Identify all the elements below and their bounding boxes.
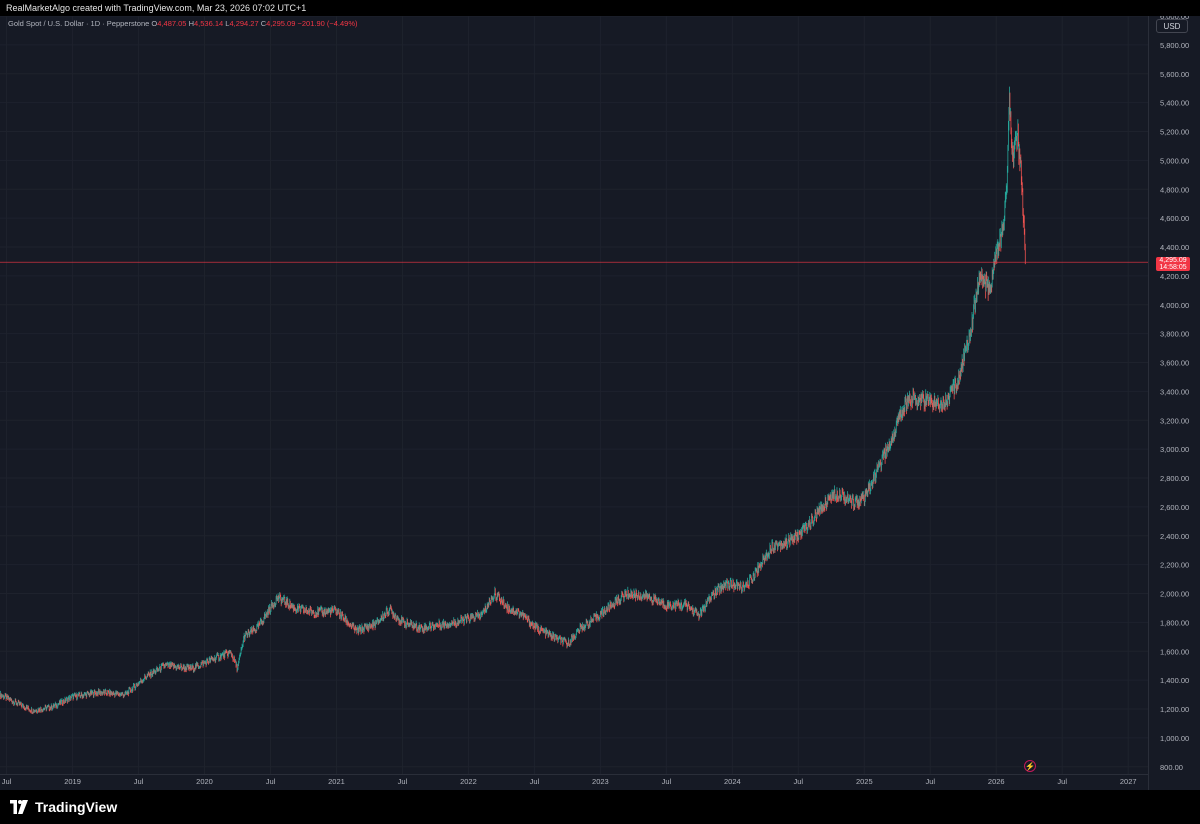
x-tick-label: 2022 (460, 777, 477, 786)
y-tick-label: 2,200.00 (1160, 561, 1189, 570)
currency-button[interactable]: USD (1156, 19, 1188, 33)
symbol-legend[interactable]: Gold Spot / U.S. Dollar · 1D · Peppersto… (8, 19, 358, 28)
x-tick-label: Jul (266, 777, 276, 786)
x-tick-label: 2026 (988, 777, 1005, 786)
y-tick-label: 3,400.00 (1160, 387, 1189, 396)
last-price-tag: 4,295.09 14:58:05 (1156, 257, 1190, 272)
open-label: O (151, 19, 158, 28)
y-tick-label: 3,000.00 (1160, 445, 1189, 454)
y-tick-label: 5,400.00 (1160, 99, 1189, 108)
x-tick-label: 2023 (592, 777, 609, 786)
chart-frame: 800.00 1,000.00 1,200.00 1,400.00 1,600.00 1,… (0, 16, 1200, 790)
y-tick-label: 4,000.00 (1160, 301, 1189, 310)
y-tick-label: 2,000.00 (1160, 590, 1189, 599)
y-tick-label: 800.00 (1160, 763, 1183, 772)
x-tick-label: Jul (134, 777, 144, 786)
y-tick-label: 2,600.00 (1160, 503, 1189, 512)
y-tick-label: 1,800.00 (1160, 618, 1189, 627)
x-tick-label: 2020 (196, 777, 213, 786)
tradingview-logo[interactable]: TradingView (8, 798, 117, 816)
y-tick-label: 1,400.00 (1160, 676, 1189, 685)
x-tick-label: 2027 (1120, 777, 1137, 786)
footer: TradingView (0, 790, 1200, 824)
x-tick-label: 2024 (724, 777, 741, 786)
x-tick-label: Jul (925, 777, 935, 786)
x-tick-label: 2021 (328, 777, 345, 786)
y-tick-label: 5,200.00 (1160, 128, 1189, 137)
price-axis-divider (1148, 16, 1149, 790)
x-tick-label: Jul (1057, 777, 1067, 786)
y-tick-label: 1,600.00 (1160, 647, 1189, 656)
low-label: L (225, 19, 230, 28)
y-tick-label: 3,800.00 (1160, 330, 1189, 339)
x-tick-label: Jul (794, 777, 804, 786)
y-tick-label: 2,800.00 (1160, 474, 1189, 483)
x-tick-label: Jul (2, 777, 12, 786)
open-value: 4,487.05 (157, 19, 187, 28)
bar-countdown: 14:58:05 (1159, 264, 1187, 272)
y-tick-label: 1,200.00 (1160, 705, 1189, 714)
price-chart[interactable]: 800.00 1,000.00 1,200.00 1,400.00 1,600.00 1,… (0, 16, 1200, 790)
tradingview-logo-icon (10, 800, 28, 814)
y-tick-label: 6,000.00 (1160, 16, 1189, 21)
y-tick-label: 5,800.00 (1160, 41, 1189, 50)
x-tick-label: 2025 (856, 777, 873, 786)
y-tick-label: 4,200.00 (1160, 272, 1189, 281)
y-tick-label: 4,600.00 (1160, 214, 1189, 223)
x-tick-label: 2019 (64, 777, 81, 786)
close-value: 4,295.09 (266, 19, 296, 28)
y-tick-label: 3,600.00 (1160, 359, 1189, 368)
low-value: 4,294.27 (229, 19, 259, 28)
y-tick-label: 4,800.00 (1160, 185, 1189, 194)
watermark-caption: RealMarketAlgo created with TradingView.… (0, 0, 1200, 16)
y-tick-label: 5,000.00 (1160, 156, 1189, 165)
y-tick-label: 5,600.00 (1160, 70, 1189, 79)
y-tick-label: 4,400.00 (1160, 243, 1189, 252)
x-tick-label: Jul (398, 777, 408, 786)
logo-text: TradingView (35, 799, 118, 815)
high-value: 4,536.14 (193, 19, 224, 28)
lightning-icon[interactable]: ⚡ (1024, 760, 1036, 772)
y-tick-label: 2,400.00 (1160, 532, 1189, 541)
y-tick-label: 1,000.00 (1160, 734, 1189, 743)
x-tick-label: Jul (662, 777, 672, 786)
last-price-value: 4,295.09 (1159, 257, 1187, 265)
x-tick-label: Jul (530, 777, 540, 786)
close-label: C (260, 19, 267, 28)
high-label: H (188, 19, 194, 28)
y-tick-label: 3,200.00 (1160, 416, 1189, 425)
time-axis-divider (0, 774, 1148, 775)
change-value: −201.90 (−4.49%) (297, 19, 358, 28)
symbol-title: Gold Spot / U.S. Dollar · 1D · Peppersto… (8, 19, 150, 28)
